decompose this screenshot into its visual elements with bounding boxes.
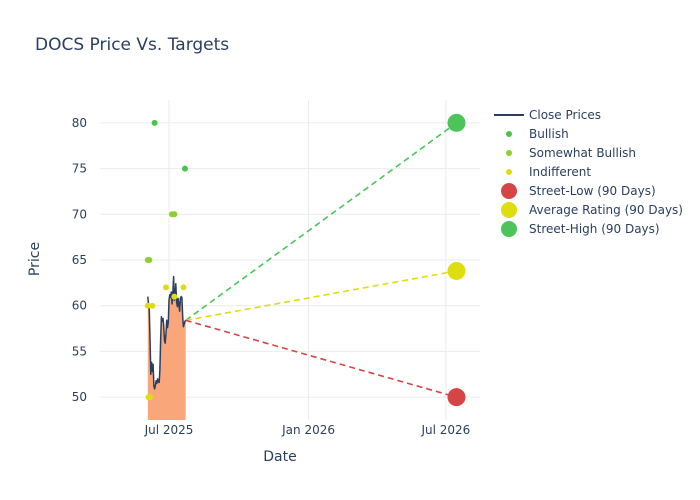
rating-point-indifferent: [144, 302, 151, 309]
y-tick-label: 50: [72, 390, 87, 404]
y-tick-label: 55: [72, 344, 87, 358]
legend-swatch-street_low: [501, 183, 517, 199]
target-marker-average: [447, 261, 466, 280]
rating-point-indifferent: [162, 284, 169, 291]
x-axis-label: Date: [263, 449, 296, 465]
x-axis-ticks: Jul 2025 Jan 2026 Jul 2026: [144, 423, 471, 437]
projection-line-street_high: [185, 122, 457, 321]
target-markers: [447, 113, 466, 407]
x-tick-label: Jul 2025: [144, 423, 194, 437]
rating-point-bullish: [181, 165, 188, 172]
close-price-area: [147, 276, 186, 420]
legend-label-indifferent: Indifferent: [529, 165, 591, 179]
legend-label-street_low: Street-Low (90 Days): [529, 184, 656, 198]
close-price-series: [147, 275, 187, 390]
y-tick-label: 80: [72, 116, 87, 130]
y-tick-label: 70: [72, 207, 87, 221]
y-axis-ticks: 50 55 60 65 70 75 80: [72, 116, 87, 404]
projection-lines: [185, 122, 457, 398]
legend-label-street_high: Street-High (90 Days): [529, 222, 660, 236]
target-marker-street_low: [447, 388, 466, 407]
rating-point-indifferent: [171, 293, 178, 300]
y-tick-label: 65: [72, 253, 87, 267]
legend-label-somewhat_bullish: Somewhat Bullish: [529, 146, 636, 160]
rating-point-indifferent: [149, 302, 156, 309]
y-tick-label: 60: [72, 299, 87, 313]
y-axis-label: Price: [27, 242, 43, 276]
legend-label-average: Average Rating (90 Days): [529, 203, 683, 217]
projection-line-average: [185, 270, 457, 322]
close-price-line: [147, 275, 187, 390]
chart-title: DOCS Price Vs. Targets: [35, 35, 229, 55]
legend-label-bullish: Bullish: [529, 127, 569, 141]
legend-swatch-bullish: [506, 131, 512, 137]
x-tick-label: Jan 2026: [281, 423, 335, 437]
legend-swatch-somewhat_bullish: [506, 150, 512, 156]
legend-swatch-indifferent: [506, 169, 512, 175]
legend-swatch-street_high: [501, 221, 517, 237]
legend: Close Prices Bullish Somewhat Bullish Indif…: [494, 108, 683, 237]
rating-point-somewhat_bullish: [146, 257, 153, 263]
close-price-area-fill: [147, 276, 186, 420]
rating-point-indifferent: [180, 284, 187, 291]
projection-line-street_low: [185, 319, 457, 398]
rating-point-indifferent: [147, 394, 154, 401]
legend-swatch-average: [501, 202, 517, 218]
target-marker-street_high: [447, 113, 466, 132]
x-tick-label: Jul 2026: [420, 423, 470, 437]
rating-point-somewhat_bullish: [171, 211, 178, 218]
y-tick-label: 75: [72, 162, 87, 176]
legend-label-close: Close Prices: [529, 108, 601, 122]
rating-points: [144, 119, 188, 401]
rating-point-bullish: [151, 119, 158, 126]
